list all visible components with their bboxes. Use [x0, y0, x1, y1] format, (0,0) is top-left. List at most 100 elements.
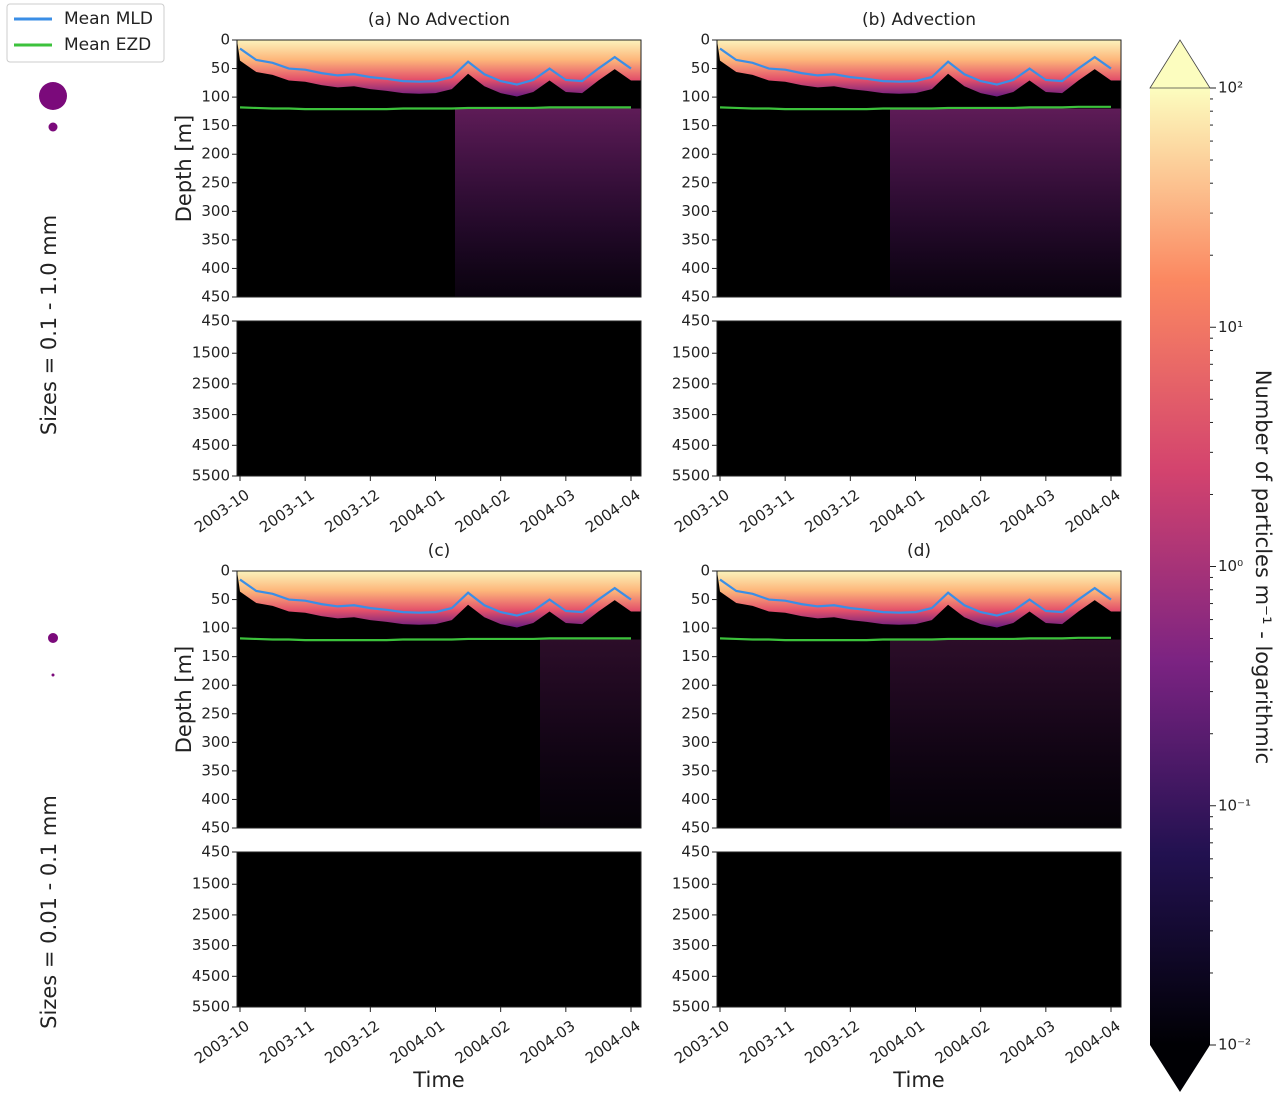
y-tick-label: 100 [681, 619, 710, 637]
axes-frame [236, 320, 642, 477]
panel: (c) 0 50 100 150 200 250 300 350 400 450 450 1500 250… [172, 541, 644, 1092]
y-tick-label: 5500 [192, 998, 230, 1016]
y-tick-label: 50 [211, 590, 230, 608]
colorbar-body [1150, 88, 1210, 1045]
x-tick-label: 2003-12 [801, 486, 863, 537]
panel: (d) 0 50 100 150 200 250 300 350 400 450 450 1500 250… [671, 541, 1124, 1092]
x-tick-label: 2004-03 [517, 1017, 579, 1068]
y-tick-label: 300 [681, 733, 710, 751]
y-tick-label: 1500 [192, 875, 230, 893]
y-tick-label: 50 [691, 590, 710, 608]
y-tick-label: 0 [700, 562, 710, 580]
axes-frame [236, 39, 642, 298]
axes-frame [716, 320, 1122, 477]
heatmap [717, 852, 1121, 1007]
y-tick-label: 450 [681, 288, 710, 306]
y-tick-label: 450 [201, 843, 230, 861]
panel-title: (b) Advection [862, 10, 976, 30]
y-tick-label: 0 [220, 31, 230, 49]
heatmap-surface [717, 571, 1121, 628]
heatmap-deep [890, 108, 1121, 298]
x-tick-label: 2004-04 [582, 1017, 644, 1068]
x-tick-label: 2004-01 [387, 1017, 449, 1068]
x-tick-label: 2004-01 [387, 486, 449, 537]
axes-frame [716, 570, 1122, 829]
heatmap-surface [237, 571, 641, 628]
y-tick-label: 1500 [192, 344, 230, 362]
colorbar-tick-label: 10² [1218, 79, 1243, 97]
y-tick-label: 50 [211, 59, 230, 77]
x-tick-label: 2004-02 [932, 486, 994, 537]
y-tick-label: 1500 [672, 344, 710, 362]
axes-frame [236, 851, 642, 1008]
y-tick-label: 3500 [192, 405, 230, 423]
panel-title: (d) [907, 541, 931, 561]
legend-label: Mean MLD [64, 9, 153, 29]
axes-frame [716, 39, 1122, 298]
y-tick-label: 400 [681, 790, 710, 808]
series-line [239, 637, 631, 642]
y-tick-label: 400 [681, 259, 710, 277]
heatmap [717, 321, 1121, 476]
y-tick-label: 350 [201, 761, 230, 779]
size-marker [48, 633, 58, 643]
legend-label: Mean EZD [64, 35, 151, 55]
y-tick-label: 0 [700, 31, 710, 49]
y-tick-label: 100 [201, 619, 230, 637]
axes-frame [236, 570, 642, 829]
y-tick-label: 150 [681, 116, 710, 134]
heatmap-deep [455, 108, 641, 298]
x-tick-label: 2004-01 [867, 1017, 929, 1068]
x-tick-label: 2004-04 [1062, 1017, 1124, 1068]
x-tick-label: 2003-11 [736, 1017, 798, 1068]
y-axis-label: Depth [m] [172, 115, 196, 222]
y-tick-label: 450 [681, 312, 710, 330]
heatmap [237, 852, 641, 1007]
panel-title: (a) No Advection [368, 10, 510, 30]
x-tick-label: 2004-03 [997, 1017, 1059, 1068]
y-tick-label: 250 [201, 704, 230, 722]
y-tick-label: 100 [201, 88, 230, 106]
y-tick-label: 350 [681, 230, 710, 248]
x-tick-label: 2004-02 [932, 1017, 994, 1068]
x-tick-label: 2004-02 [452, 486, 514, 537]
y-tick-label: 350 [681, 761, 710, 779]
x-tick-label: 2004-04 [582, 486, 644, 537]
x-tick-label: 2003-11 [256, 1017, 318, 1068]
x-tick-label: 2004-01 [867, 486, 929, 537]
x-tick-label: 2003-10 [671, 1017, 733, 1068]
panel: (b) Advection 0 50 100 150 200 250 300 350 400 450… [671, 10, 1124, 536]
y-tick-label: 450 [681, 819, 710, 837]
axes-frame [716, 851, 1122, 1008]
row-label: Sizes = 0.01 - 0.1 mm [37, 795, 61, 1029]
series-line [239, 47, 632, 86]
y-tick-label: 0 [220, 562, 230, 580]
heatmap-surface [717, 40, 1121, 97]
series-line [239, 578, 632, 617]
x-tick-label: 2004-02 [452, 1017, 514, 1068]
size-marker [48, 122, 58, 132]
series-line [719, 636, 1111, 642]
heatmap [237, 321, 641, 476]
y-tick-label: 2500 [672, 905, 710, 923]
series-line [239, 106, 631, 111]
y-tick-label: 250 [681, 704, 710, 722]
y-tick-label: 150 [681, 647, 710, 665]
size-marker [39, 82, 67, 110]
colorbar-extend [1149, 39, 1211, 89]
y-tick-label: 3500 [192, 936, 230, 954]
series-line [719, 47, 1112, 86]
y-tick-label: 150 [201, 647, 230, 665]
x-axis-label: Time [892, 1068, 944, 1092]
x-tick-label: 2004-03 [517, 486, 579, 537]
x-tick-label: 2004-04 [1062, 486, 1124, 537]
y-tick-label: 450 [201, 312, 230, 330]
x-tick-label: 2003-10 [671, 486, 733, 537]
y-tick-label: 300 [681, 202, 710, 220]
y-tick-label: 300 [201, 733, 230, 751]
row-label: Sizes = 0.1 - 1.0 mm [37, 215, 61, 435]
y-tick-label: 350 [201, 230, 230, 248]
colorbar-extend [1150, 1045, 1210, 1092]
y-tick-label: 400 [201, 259, 230, 277]
